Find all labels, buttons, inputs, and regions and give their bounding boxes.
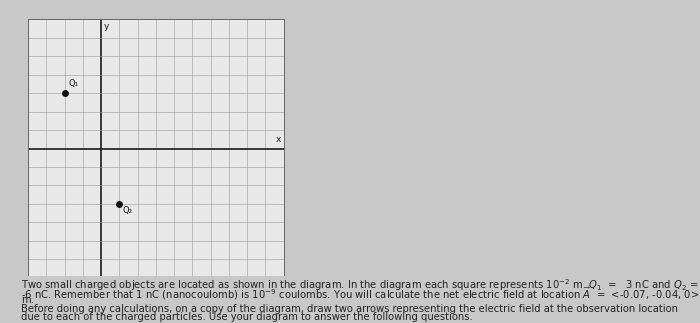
Text: m.: m. — [21, 295, 34, 305]
Text: Before doing any calculations, on a copy of the diagram, draw two arrows represe: Before doing any calculations, on a copy… — [21, 304, 678, 314]
Text: x: x — [275, 135, 281, 144]
Text: due to each of the charged particles. Use your diagram to answer the following q: due to each of the charged particles. Us… — [21, 312, 472, 322]
Text: Q₁: Q₁ — [68, 79, 78, 88]
Text: Two small charged objects are located as shown in the diagram. In the diagram ea: Two small charged objects are located as… — [21, 277, 699, 293]
Text: Q₂: Q₂ — [123, 206, 133, 215]
Text: y: y — [104, 22, 109, 31]
Text: -6 nC. Remember that 1 nC (nanocoulomb) is $10^{-9}$ coulombs. You will calculat: -6 nC. Remember that 1 nC (nanocoulomb) … — [21, 286, 699, 302]
